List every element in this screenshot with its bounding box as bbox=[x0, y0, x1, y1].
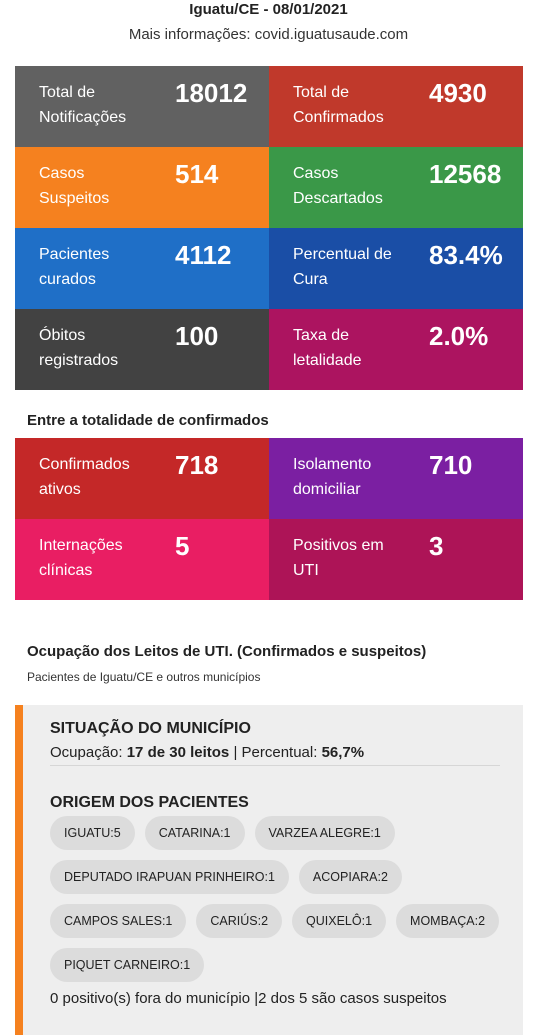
stat-label: Positivos em UTI bbox=[293, 537, 384, 579]
origin-chip: IGUATU:5 bbox=[50, 816, 135, 850]
origin-chip: MOMBAÇA:2 bbox=[396, 904, 500, 938]
stat-label: Internações clínicas bbox=[39, 537, 123, 579]
origin-chip: ACOPIARA:2 bbox=[298, 860, 402, 894]
stat-value: 2.0% bbox=[429, 321, 489, 351]
icu-box: SITUAÇÃO DO MUNICÍPIO Ocupação: 17 de 30… bbox=[15, 705, 523, 1035]
stat-card: Positivos em UTI 3 bbox=[269, 519, 523, 600]
stat-label: Pacientes curados bbox=[39, 246, 110, 288]
stat-label: Total de Confirmados bbox=[293, 84, 384, 126]
stat-label: Confirmados ativos bbox=[39, 456, 130, 498]
stat-label: Taxa de letalidade bbox=[293, 327, 362, 369]
stat-card: Internações clínicas 5 bbox=[15, 519, 269, 600]
text: | Percentual: bbox=[229, 744, 322, 761]
text: 17 de 30 leitos bbox=[126, 744, 230, 761]
stat-value: 3 bbox=[429, 531, 444, 561]
stat-label: Isolamento domiciliar bbox=[293, 456, 372, 498]
stat-value: 100 bbox=[175, 321, 219, 351]
page-title: Iguatu/CE - 08/01/2021 bbox=[189, 1, 348, 18]
origin-title: ORIGEM DOS PACIENTES bbox=[50, 794, 249, 811]
divider bbox=[50, 765, 500, 766]
stat-label: Casos Descartados bbox=[293, 165, 383, 207]
origin-chip: PIQUET CARNEIRO:1 bbox=[50, 948, 205, 982]
page-subtitle: Mais informações: covid.iguatusaude.com bbox=[128, 26, 409, 43]
stat-value: 718 bbox=[175, 450, 219, 480]
origin-chip: VARZEA ALEGRE:1 bbox=[254, 816, 395, 850]
summary-grid: Total de Notificações 18012 Total de Confi… bbox=[15, 66, 523, 390]
stat-label: Total de Notificações bbox=[39, 84, 127, 126]
confirmed-grid: Confirmados ativos 718 Isolamento domicili… bbox=[15, 438, 523, 600]
origin-chip: QUIXELÔ:1 bbox=[292, 904, 387, 938]
stat-card: Percentual de Cura 83.4% bbox=[269, 228, 523, 309]
text: 56,7% bbox=[321, 744, 365, 761]
icu-subtitle: Pacientes de Iguatu/CE e outros municípi… bbox=[27, 670, 261, 684]
origin-chip: CARIÚS:2 bbox=[196, 904, 283, 938]
origin-chip: DEPUTADO IRAPUAN PRINHEIRO:1 bbox=[50, 860, 289, 894]
stat-label: Casos Suspeitos bbox=[39, 165, 110, 207]
stat-card: Confirmados ativos 718 bbox=[15, 438, 269, 519]
stat-card: Casos Suspeitos 514 bbox=[15, 147, 269, 228]
chip-list: IGUATU:5 CATARINA:1 VARZEA ALEGRE:1 DEPUTAD… bbox=[50, 816, 500, 982]
stat-label: Percentual de Cura bbox=[293, 246, 392, 288]
stat-value: 12568 bbox=[429, 159, 502, 189]
origin-chip: CAMPOS SALES:1 bbox=[50, 904, 187, 938]
stat-value: 83.4% bbox=[429, 240, 503, 270]
stat-card: Total de Notificações 18012 bbox=[15, 66, 269, 147]
footer-note: 0 positivo(s) fora do município |2 dos 5… bbox=[50, 990, 447, 1007]
occupancy: Ocupação: 17 de 30 leitos | Percentual: … bbox=[50, 744, 364, 761]
origin-chip: CATARINA:1 bbox=[144, 816, 245, 850]
stat-card: Total de Confirmados 4930 bbox=[269, 66, 523, 147]
stat-value: 514 bbox=[175, 159, 219, 189]
stat-value: 710 bbox=[429, 450, 473, 480]
text: Ocupação: bbox=[50, 744, 127, 761]
stat-card: Óbitos registrados 100 bbox=[15, 309, 269, 390]
stat-card: Pacientes curados 4112 bbox=[15, 228, 269, 309]
icu-title: Ocupação dos Leitos de UTI. (Confirmados… bbox=[27, 643, 427, 660]
stat-card: Taxa de letalidade 2.0% bbox=[269, 309, 523, 390]
stat-value: 4112 bbox=[175, 240, 232, 270]
section-title: Entre a totalidade de confirmados bbox=[27, 412, 269, 429]
stat-value: 5 bbox=[175, 531, 190, 561]
stat-value: 4930 bbox=[429, 78, 487, 108]
stat-card: Isolamento domiciliar 710 bbox=[269, 438, 523, 519]
stat-card: Casos Descartados 12568 bbox=[269, 147, 523, 228]
situation-title: SITUAÇÃO DO MUNICÍPIO bbox=[50, 720, 251, 737]
stat-label: Óbitos registrados bbox=[39, 327, 119, 369]
stat-value: 18012 bbox=[175, 78, 248, 108]
